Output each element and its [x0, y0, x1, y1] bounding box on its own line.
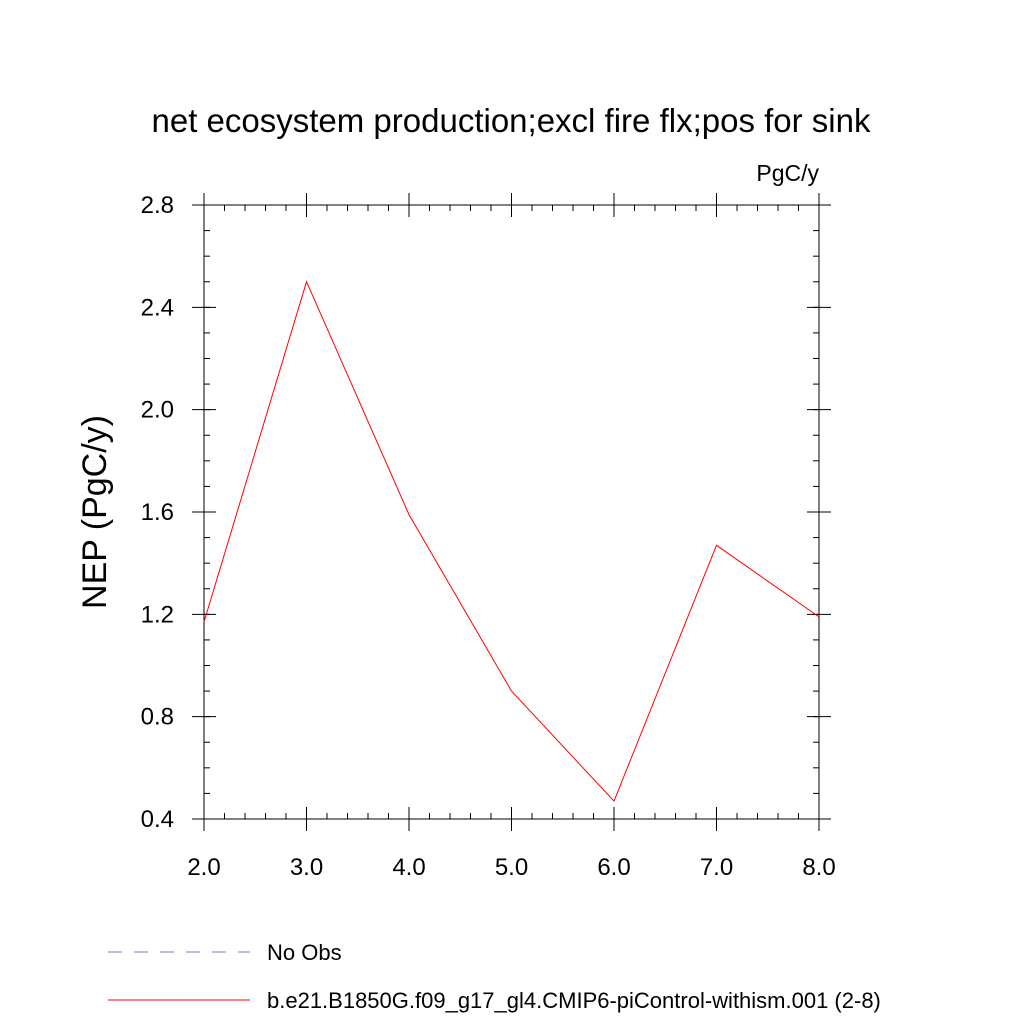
chart-title: net ecosystem production;excl fire flx;p…: [152, 102, 871, 139]
x-tick-label: 5.0: [495, 854, 528, 881]
x-tick-labels: 2.0 3.0 4.0 5.0 6.0 7.0 8.0: [187, 854, 835, 881]
y-tick-label: 1.2: [141, 601, 174, 628]
x-tick-label: 8.0: [802, 854, 835, 881]
y-tick-label: 0.4: [141, 806, 174, 833]
plot-frame: [203, 204, 820, 820]
x-tick-label: 6.0: [597, 854, 630, 881]
series-line-0: [203, 280, 820, 803]
series-layer: [203, 280, 820, 803]
x-tick-label: 2.0: [187, 854, 220, 881]
axis-ticks: [192, 193, 831, 831]
units-label: PgC/y: [756, 160, 819, 186]
y-axis-label: NEP (PgC/y): [76, 415, 114, 609]
y-tick-labels: 0.4 0.8 1.2 1.6 2.0 2.4 2.8: [141, 192, 174, 833]
y-tick-label: 2.8: [141, 192, 174, 219]
y-tick-label: 1.6: [141, 499, 174, 526]
x-tick-label: 4.0: [392, 854, 425, 881]
y-tick-label: 2.0: [141, 397, 174, 424]
x-tick-label: 7.0: [700, 854, 733, 881]
x-tick-label: 3.0: [290, 854, 323, 881]
legend-label: b.e21.B1850G.f09_g17_gl4.CMIP6-piControl…: [267, 988, 881, 1013]
y-tick-label: 2.4: [141, 294, 174, 321]
y-tick-label: 0.8: [141, 704, 174, 731]
legend: No Obs b.e21.B1850G.f09_g17_gl4.CMIP6-piC…: [108, 940, 881, 1013]
legend-label: No Obs: [267, 940, 342, 965]
